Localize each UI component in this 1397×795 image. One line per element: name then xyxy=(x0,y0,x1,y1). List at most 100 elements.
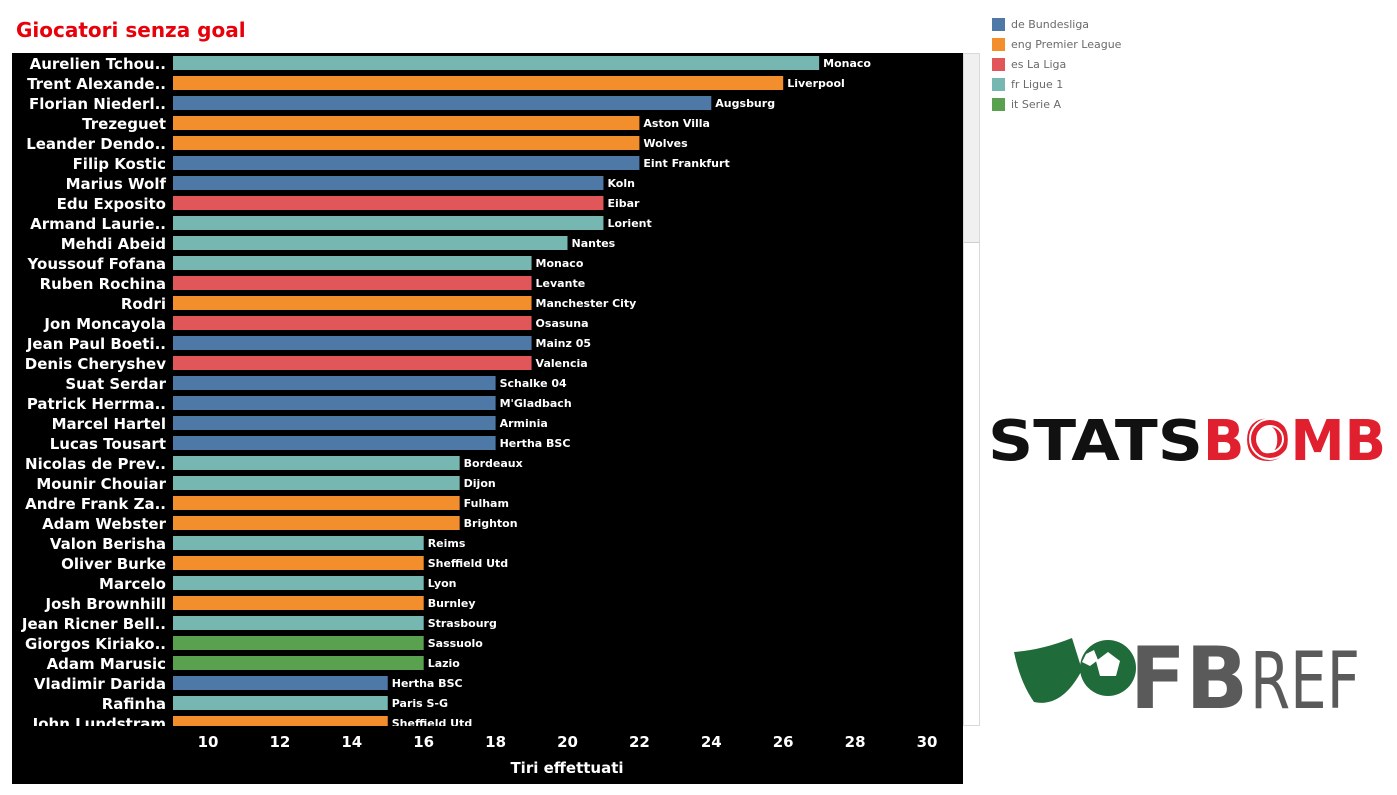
team-data-label: Strasbourg xyxy=(428,617,497,630)
player-label: Josh Brownhill xyxy=(45,595,167,613)
player-label: Rodri xyxy=(121,295,166,313)
bar-row: Andre Frank Za.. Fulham xyxy=(25,495,509,513)
player-label: Suat Serdar xyxy=(65,375,166,393)
bar-row: Jean Paul Boeti.. Mainz 05 xyxy=(26,335,591,353)
bar-row: Trent Alexande.. Liverpool xyxy=(27,75,845,93)
team-data-label: Fulham xyxy=(464,497,509,510)
bar xyxy=(173,616,424,630)
player-label: Edu Exposito xyxy=(57,195,166,213)
team-data-label: Dijon xyxy=(464,477,496,490)
svg-text:FB: FB xyxy=(1130,630,1248,715)
x-tick-label: 20 xyxy=(557,733,578,751)
bar xyxy=(173,436,496,450)
player-label: Adam Webster xyxy=(42,515,167,533)
x-tick-label: 12 xyxy=(269,733,290,751)
player-label: Denis Cheryshev xyxy=(25,355,166,373)
player-label: Adam Marusic xyxy=(47,655,166,673)
x-tick-label: 30 xyxy=(917,733,938,751)
player-label: Marcel Hartel xyxy=(52,415,166,433)
bar-row: Oliver Burke Sheffield Utd xyxy=(61,555,508,573)
bar-row: Florian Niederl.. Augsburg xyxy=(29,95,775,113)
svg-text:STATS: STATS xyxy=(988,410,1203,465)
target-icon xyxy=(1249,418,1291,460)
bar xyxy=(173,316,532,330)
bar xyxy=(173,696,388,710)
bar xyxy=(173,76,784,90)
legend-label: es La Liga xyxy=(1011,57,1067,71)
bar-row: John Lundstram Sheffield Utd xyxy=(32,715,472,730)
bar-row: Armand Laurie.. Lorient xyxy=(30,215,652,233)
x-tick-label: 26 xyxy=(773,733,794,751)
bar-row: Valon Berisha Reims xyxy=(50,535,466,553)
legend-item[interactable]: it Serie A xyxy=(992,94,1121,114)
player-label: Armand Laurie.. xyxy=(30,215,166,233)
bar-row: Denis Cheryshev Valencia xyxy=(25,355,588,373)
bar-row: Rodri Manchester City xyxy=(121,295,637,313)
team-data-label: Lyon xyxy=(428,577,457,590)
team-data-label: Eibar xyxy=(607,197,640,210)
team-data-label: Arminia xyxy=(500,417,548,430)
bar xyxy=(173,116,640,130)
team-data-label: M'Gladbach xyxy=(500,397,572,410)
bar-row: Mehdi Abeid Nantes xyxy=(61,235,616,253)
legend-item[interactable]: eng Premier League xyxy=(992,34,1121,54)
bar-row: Rafinha Paris S-G xyxy=(102,695,448,713)
bar xyxy=(173,296,532,310)
legend-item[interactable]: es La Liga xyxy=(992,54,1121,74)
bar xyxy=(173,636,424,650)
bar-row: Mounir Chouiar Dijon xyxy=(36,475,495,493)
legend-label: it Serie A xyxy=(1011,97,1061,111)
team-data-label: Lorient xyxy=(607,217,651,230)
team-data-label: Aston Villa xyxy=(643,117,710,130)
team-data-label: Koln xyxy=(607,177,635,190)
team-data-label: Lazio xyxy=(428,657,461,670)
scrollbar-thumb[interactable] xyxy=(964,54,979,243)
legend-swatch xyxy=(992,37,1005,51)
bar-row: Suat Serdar Schalke 04 xyxy=(65,375,567,393)
legend-item[interactable]: fr Ligue 1 xyxy=(992,74,1121,94)
bar-row: Giorgos Kiriako.. Sassuolo xyxy=(25,635,483,653)
player-label: Filip Kostic xyxy=(73,155,166,173)
legend-item[interactable]: de Bundesliga xyxy=(992,14,1121,34)
bar-row: Marcelo Lyon xyxy=(99,575,456,593)
x-axis-label: Tiri effettuati xyxy=(510,759,623,777)
bar-row: Adam Webster Brighton xyxy=(42,515,518,533)
bar xyxy=(173,136,640,150)
color-legend: de Bundesliga eng Premier League es La Lig… xyxy=(992,14,1121,114)
x-axis: 10 12 14 16 18 20 22 24 26 28 30 xyxy=(198,733,938,751)
legend-swatch xyxy=(992,97,1005,111)
player-label: Vladimir Darida xyxy=(34,675,166,693)
x-tick-label: 10 xyxy=(198,733,219,751)
player-label: Aurelien Tchou.. xyxy=(30,55,166,73)
player-label: Jean Paul Boeti.. xyxy=(26,335,166,353)
x-tick-label: 18 xyxy=(485,733,506,751)
team-data-label: Sheffield Utd xyxy=(392,717,472,730)
statsbomb-logo: STATS BOMB xyxy=(988,410,1386,465)
team-data-label: Eint Frankfurt xyxy=(643,157,729,170)
chart-title: Giocatori senza goal xyxy=(16,18,246,42)
bar-row: Jean Ricner Bell.. Strasbourg xyxy=(21,615,497,633)
x-tick-label: 22 xyxy=(629,733,650,751)
bar xyxy=(173,516,460,530)
bar xyxy=(173,716,388,726)
team-data-label: Nantes xyxy=(572,237,616,250)
vertical-scrollbar[interactable] xyxy=(963,53,980,726)
player-label: Trent Alexande.. xyxy=(27,75,166,93)
legend-swatch xyxy=(992,17,1005,31)
bar xyxy=(173,196,604,210)
legend-swatch xyxy=(992,57,1005,71)
team-data-label: Reims xyxy=(428,537,466,550)
bar-row: Edu Exposito Eibar xyxy=(57,195,640,213)
bar xyxy=(173,96,712,110)
x-tick-label: 16 xyxy=(413,733,434,751)
player-label: Patrick Herrma.. xyxy=(27,395,166,413)
bar-row: Trezeguet Aston Villa xyxy=(82,115,710,133)
player-label: Giorgos Kiriako.. xyxy=(25,635,166,653)
svg-text:BOMB: BOMB xyxy=(1203,410,1386,465)
player-label: Valon Berisha xyxy=(50,535,166,553)
team-data-label: Augsburg xyxy=(715,97,775,110)
player-label: Jean Ricner Bell.. xyxy=(21,615,166,633)
team-data-label: Brighton xyxy=(464,517,518,530)
team-data-label: Levante xyxy=(536,277,586,290)
team-data-label: Hertha BSC xyxy=(392,677,463,690)
